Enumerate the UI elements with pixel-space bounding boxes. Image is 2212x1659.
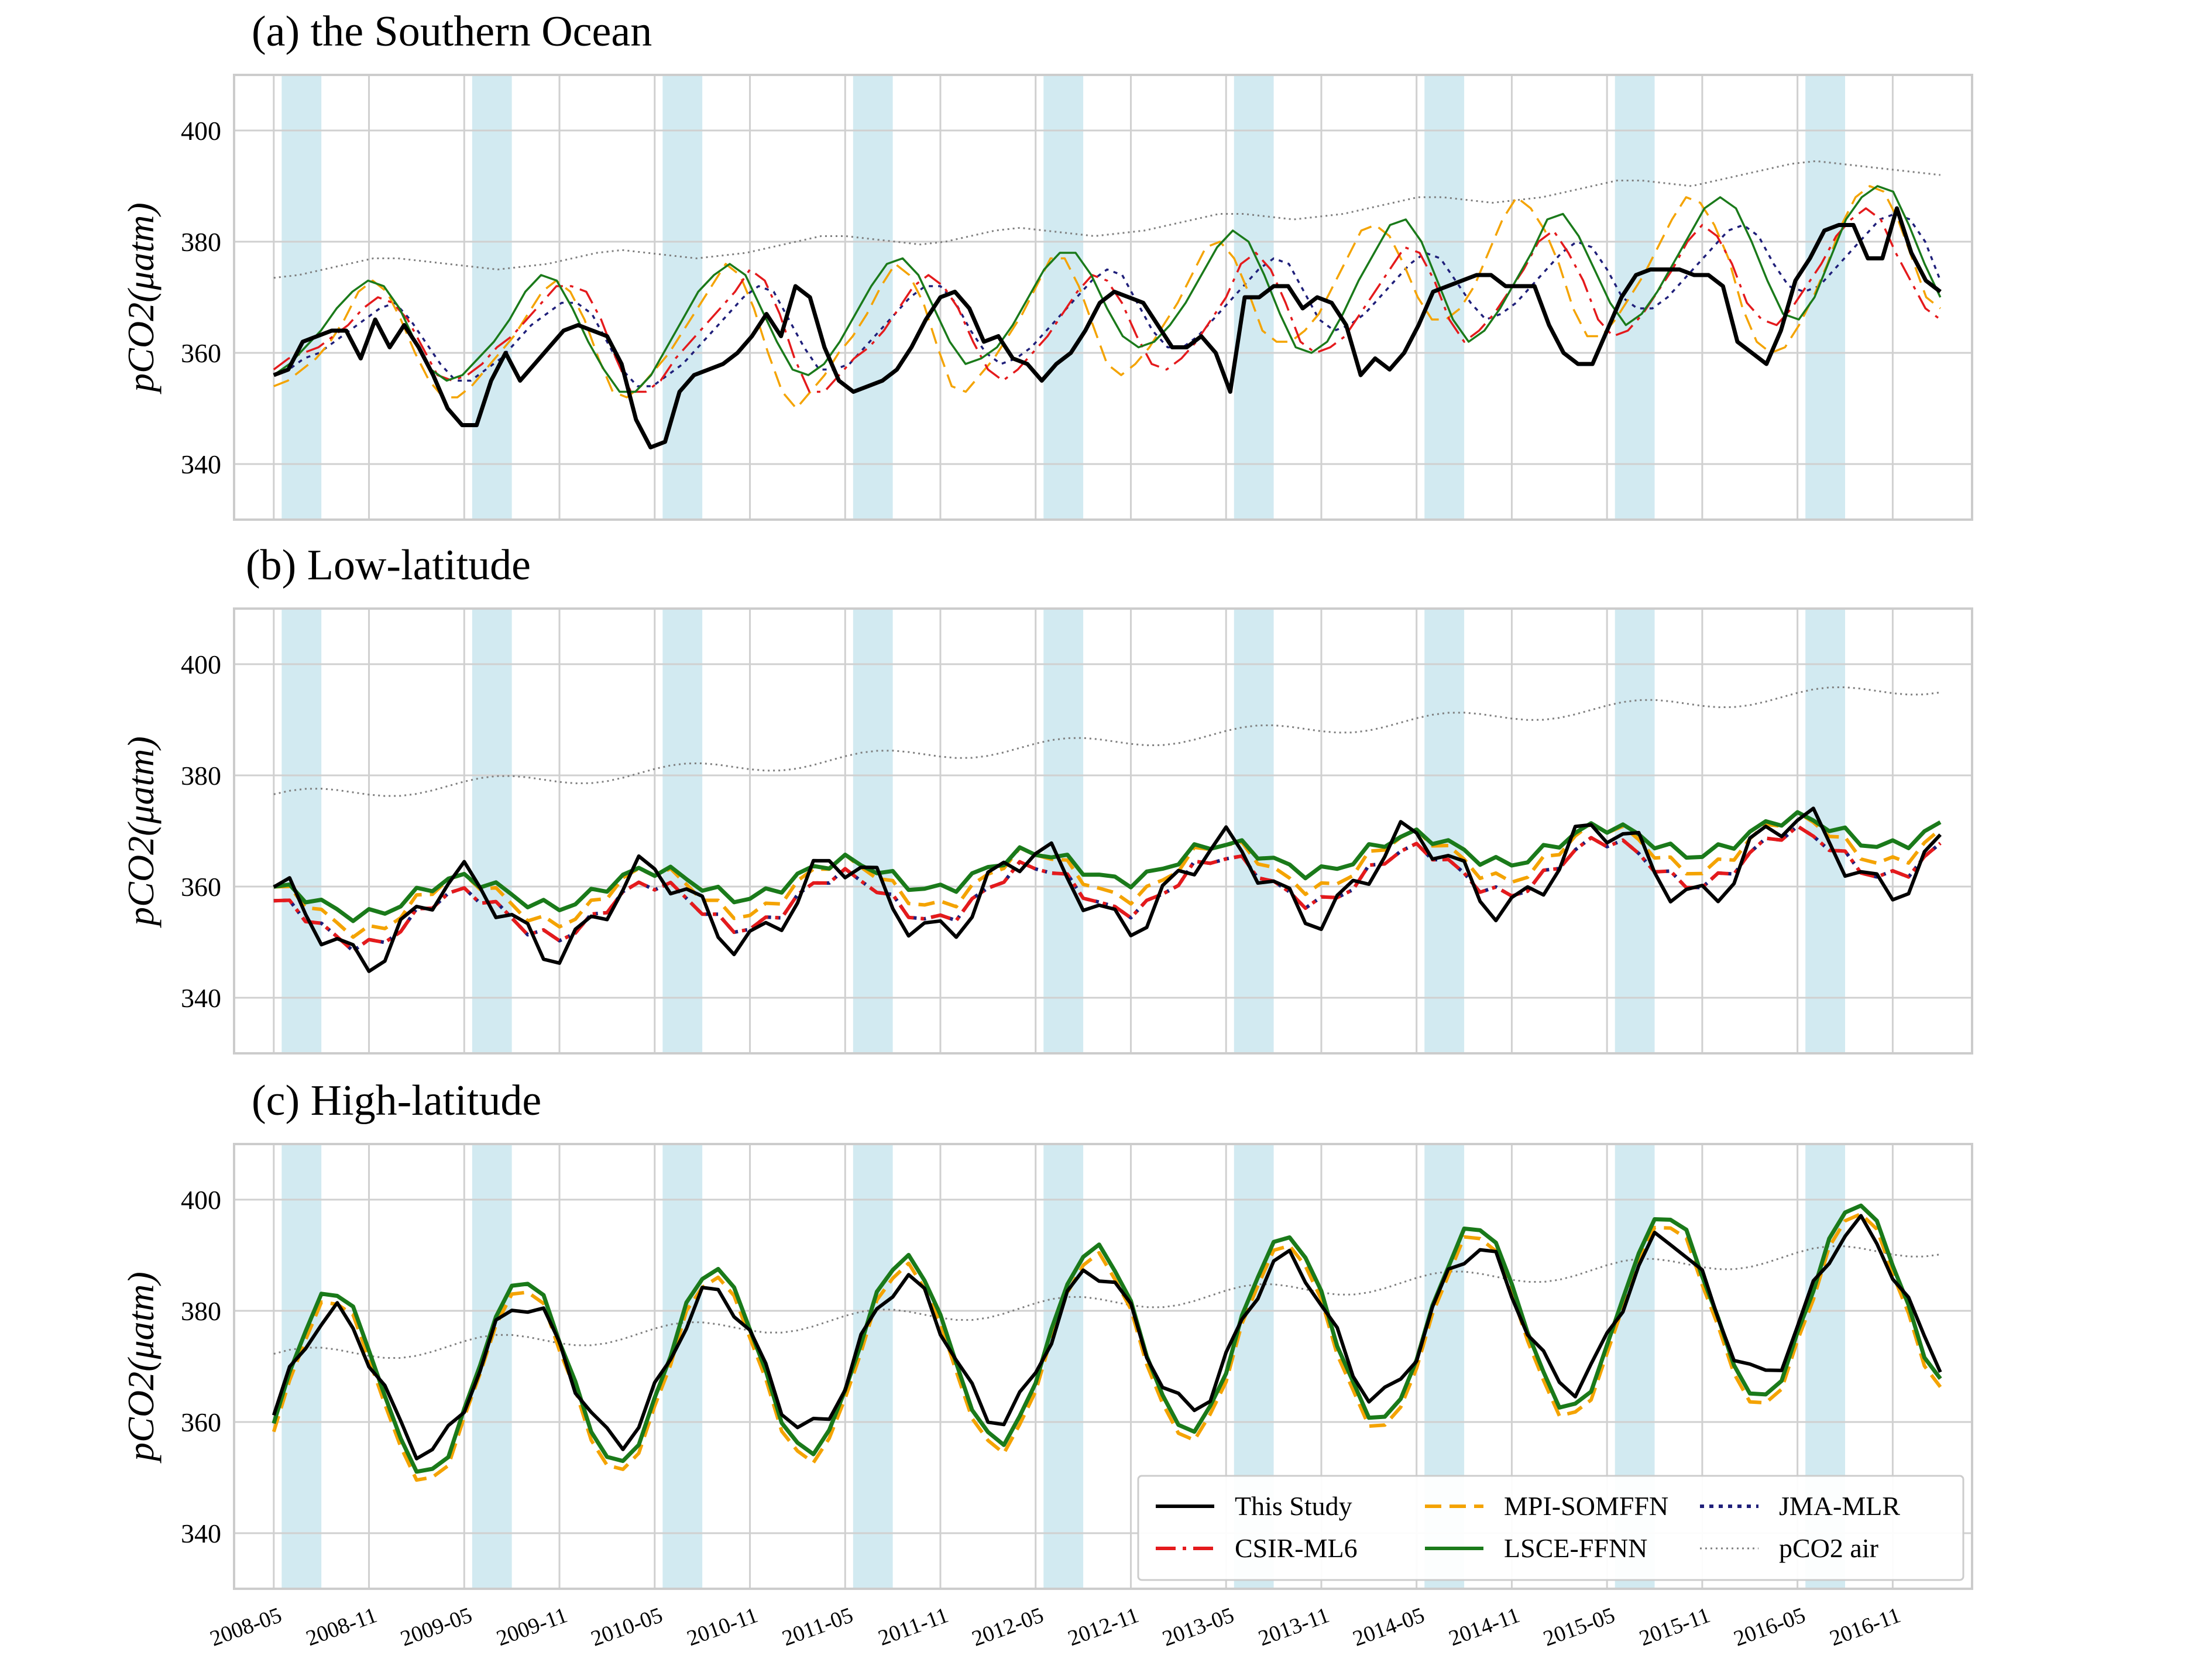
legend-label: CSIR-ML6 — [1235, 1533, 1358, 1563]
summer-band — [853, 1144, 893, 1589]
summer-band — [281, 609, 322, 1053]
y-tick-label: 400 — [181, 650, 221, 679]
y-tick-label: 400 — [181, 116, 221, 146]
plot-frame — [233, 607, 1973, 1055]
summer-band — [662, 75, 703, 520]
legend-label: This Study — [1235, 1491, 1352, 1521]
y-tick-label: 340 — [181, 1519, 221, 1548]
y-tick-label: 380 — [181, 1296, 221, 1326]
x-tick-label: 2012-11 — [1064, 1603, 1142, 1651]
x-tick-label: 2010-05 — [588, 1603, 665, 1651]
summer-band — [662, 609, 703, 1053]
summer-band — [472, 75, 512, 520]
summer-band — [853, 75, 893, 520]
legend-box — [1137, 1475, 1964, 1581]
x-tick-label: 2014-05 — [1349, 1603, 1427, 1651]
summer-band — [1043, 75, 1084, 520]
summer-band — [853, 609, 893, 1053]
x-tick-label: 2015-11 — [1636, 1603, 1713, 1651]
series-line-pco2-air — [273, 160, 1940, 279]
x-tick-label: 2016-11 — [1826, 1603, 1904, 1651]
y-tick-label: 400 — [181, 1185, 221, 1215]
x-tick-label: 2009-05 — [397, 1603, 475, 1651]
x-tick-label: 2008-05 — [207, 1603, 285, 1651]
series-line-csir-ml6 — [273, 207, 1941, 393]
x-tick-label: 2012-05 — [968, 1603, 1046, 1651]
plot-frame — [233, 74, 1973, 521]
series-line-lsce-ffnn — [273, 185, 1942, 393]
y-axis-label: pCO2(μatm) — [120, 1272, 162, 1464]
y-tick-label: 360 — [181, 872, 221, 902]
x-tick-label: 2013-05 — [1159, 1603, 1237, 1651]
x-tick-label: 2015-05 — [1540, 1603, 1618, 1651]
series-line-mpi-somffn — [273, 185, 1941, 410]
y-axis-label: pCO2(μatm) — [120, 736, 162, 928]
x-tick-label: 2008-11 — [303, 1603, 380, 1651]
series-line-pco2-air — [273, 686, 1940, 797]
y-tick-label: 380 — [181, 227, 221, 257]
panel-a: (a) the Southern Ocean 340 360 380 400 pCO2(… — [120, 8, 1973, 521]
y-tick-label: 360 — [181, 1407, 221, 1437]
y-tick-label: 340 — [181, 449, 221, 479]
x-tick-label: 2014-11 — [1445, 1603, 1523, 1651]
x-tick-label: 2011-11 — [875, 1603, 952, 1651]
series-line-this-study — [272, 1214, 1942, 1461]
series-line-jma-mlr — [273, 212, 1942, 387]
series-line-this-study — [273, 206, 1942, 449]
y-axis-label: pCO2(μatm) — [120, 202, 162, 394]
summer-band — [1234, 609, 1274, 1053]
summer-band — [472, 609, 512, 1053]
summer-band — [1043, 609, 1084, 1053]
panel-c-title: (c) High-latitude — [252, 1077, 541, 1125]
summer-band — [1043, 1144, 1084, 1589]
summer-band — [1424, 609, 1465, 1053]
panel-b: (b) Low-latitude 340 360 380 400 pCO2(μatm) — [120, 541, 1973, 1055]
x-tick-label: 2013-11 — [1255, 1603, 1332, 1651]
x-tick-label: 2011-05 — [779, 1603, 856, 1651]
y-tick-label: 380 — [181, 761, 221, 791]
summer-band — [1805, 75, 1846, 520]
series-line-lsce-ffnn — [273, 810, 1942, 923]
series-line-csir-ml6 — [273, 824, 1942, 953]
series-line-lsce-ffnn — [272, 1203, 1942, 1474]
x-tick-label: 2009-11 — [493, 1603, 571, 1651]
series-line-mpi-somffn — [273, 810, 1942, 939]
series-line-this-study — [273, 806, 1942, 973]
y-tick-label: 340 — [181, 983, 221, 1013]
legend-label: MPI-SOMFFN — [1504, 1491, 1668, 1521]
x-tick-label: 2016-05 — [1730, 1603, 1808, 1651]
y-tick-label: 360 — [181, 338, 221, 368]
legend: This Study CSIR-ML6 MPI-SOMFFN LSCE-FFNN JMA… — [1137, 1475, 1964, 1581]
panel-c: (c) High-latitude 340 360 380 400 pCO2(μatm) — [120, 1077, 1973, 1590]
panel-a-title: (a) the Southern Ocean — [252, 8, 652, 56]
summer-band — [281, 1144, 322, 1589]
plot-frame — [233, 1143, 1973, 1590]
summer-band — [281, 75, 322, 520]
legend-label: JMA-MLR — [1779, 1491, 1900, 1521]
legend-label: LSCE-FFNN — [1504, 1533, 1647, 1563]
panel-b-title: (b) Low-latitude — [246, 541, 531, 589]
legend-label: pCO2 air — [1779, 1533, 1878, 1563]
x-tick-label: 2010-11 — [684, 1603, 761, 1651]
